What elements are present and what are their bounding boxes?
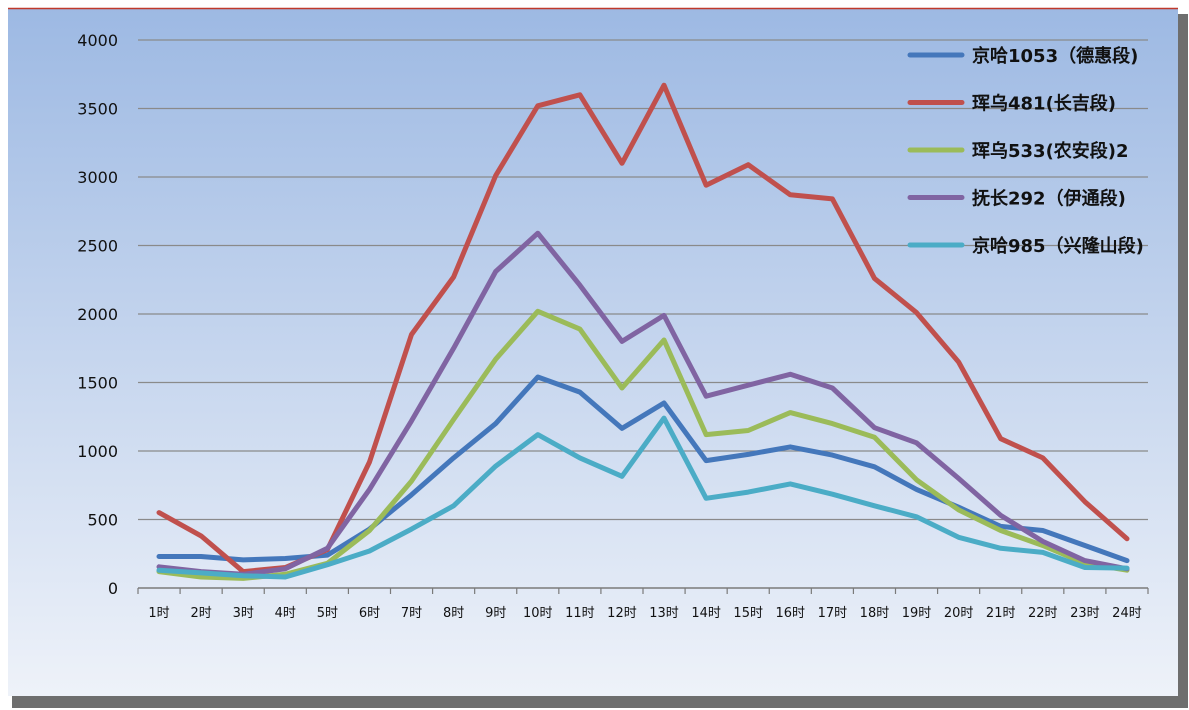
x-tick-label: 3时: [233, 606, 254, 621]
x-tick-label: 18时: [860, 606, 890, 621]
y-tick-label: 3500: [77, 100, 118, 119]
x-tick-label: 20时: [944, 606, 974, 621]
x-tick-label: 17时: [818, 606, 848, 621]
x-tick-label: 22时: [1028, 606, 1058, 621]
x-tick-label: 12时: [607, 606, 637, 621]
x-tick-label: 8时: [443, 606, 464, 621]
x-tick-label: 11时: [565, 606, 595, 621]
series-line-5: [156, 415, 1130, 580]
x-tick-label: 21时: [986, 606, 1016, 621]
y-tick-label: 2500: [77, 237, 118, 256]
legend-label-3: 珲乌533(农安段)2: [972, 140, 1129, 162]
x-tick-label: 2时: [190, 606, 211, 621]
legend: 京哈1053（德惠段) 珲乌481(长吉段) 珲乌533(农安段)2 抚长292（伊通…: [907, 45, 1144, 257]
series-lines: [156, 82, 1130, 581]
x-tick-label: 16时: [776, 606, 806, 621]
x-tick-label: 19时: [902, 606, 932, 621]
y-axis-labels: 0 500 1000 1500 2000 2500 3000 3500 4000: [77, 31, 118, 598]
x-tick-label: 13时: [649, 606, 679, 621]
legend-label-5: 京哈985（兴隆山段): [972, 235, 1144, 257]
x-tick-label: 9时: [485, 606, 506, 621]
legend-label-2: 珲乌481(长吉段): [972, 93, 1116, 115]
y-tick-label: 1500: [77, 374, 118, 393]
x-tick-label: 24时: [1112, 606, 1142, 621]
x-tick-label: 14时: [691, 606, 721, 621]
y-tick-label: 500: [87, 511, 118, 530]
x-tick-label: 4时: [275, 606, 296, 621]
legend-label-4: 抚长292（伊通段): [972, 188, 1126, 210]
x-tick-label: 10时: [523, 606, 553, 621]
y-tick-label: 3000: [77, 168, 118, 187]
x-tick-label: 6时: [359, 606, 380, 621]
y-tick-label: 0: [108, 579, 118, 598]
y-tick-label: 4000: [77, 31, 118, 50]
x-tick-label: 7时: [401, 606, 422, 621]
y-tick-label: 1000: [77, 442, 118, 461]
x-tick-label: 1时: [148, 606, 169, 621]
series-line-1: [156, 374, 1130, 564]
x-axis: 1时 2时 3时 4时 5时 6时 7时 8时 9时 10时 11时 12时 13时 14时 15时 16时 1…: [137, 587, 1149, 621]
x-tick-label: 5时: [317, 606, 338, 621]
chart-background: [8, 8, 1178, 696]
x-tick-label: 23时: [1070, 606, 1100, 621]
legend-label-1: 京哈1053（德惠段): [972, 45, 1138, 67]
x-tick-label: 15时: [733, 606, 763, 621]
y-tick-label: 2000: [77, 305, 118, 324]
series-line-4: [156, 230, 1130, 577]
